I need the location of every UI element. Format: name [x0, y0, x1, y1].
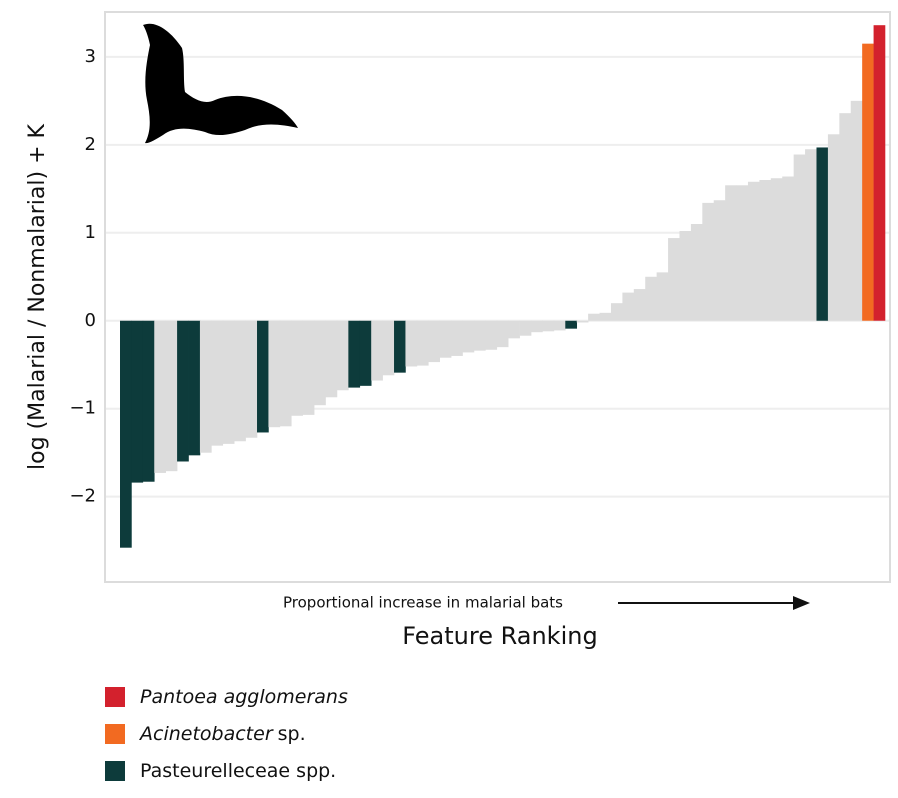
bar [668, 238, 680, 321]
annotation: Proportional increase in malarial bats [283, 594, 563, 612]
y-tick-label: 2 [85, 134, 96, 155]
page: log (Malarial / Nonmalarial) + K Feature… [0, 0, 898, 798]
bar [577, 321, 589, 323]
bar [748, 182, 760, 321]
bar [714, 200, 726, 321]
bar [816, 147, 828, 320]
bar [725, 185, 737, 320]
y-tick-label: 1 [85, 222, 96, 243]
y-tick-label: −2 [69, 486, 96, 507]
bar [154, 321, 166, 473]
bar [268, 321, 280, 427]
bar [405, 321, 417, 367]
bar [303, 321, 315, 415]
bar [257, 321, 269, 433]
bar [611, 303, 623, 321]
bar [645, 277, 657, 321]
bar [314, 321, 326, 405]
bar [120, 321, 132, 548]
bar [417, 321, 429, 366]
bar [565, 321, 577, 329]
bar [428, 321, 440, 362]
bar [280, 321, 292, 427]
legend-label-text: Pasteurelleceae spp. [140, 760, 336, 782]
bar [131, 321, 143, 483]
bar [394, 321, 406, 373]
legend-label: Pasteurelleceae spp. [140, 760, 336, 782]
bar [508, 321, 520, 339]
bar [657, 272, 669, 320]
bar [874, 25, 886, 321]
y-tick-label: 0 [85, 310, 96, 331]
x-axis-label: Feature Ranking [402, 622, 597, 650]
bar [383, 321, 395, 376]
bar [588, 314, 600, 321]
bar [326, 321, 338, 398]
bar [371, 321, 383, 381]
bar [794, 155, 806, 321]
bar [497, 321, 509, 347]
legend-label-text: sp. [278, 723, 306, 745]
bar [691, 224, 703, 321]
bar [166, 321, 178, 471]
bar [337, 321, 349, 390]
bar [211, 321, 223, 446]
bar [485, 321, 497, 350]
y-tick-label: −1 [69, 398, 96, 419]
bar [622, 293, 634, 321]
bar [177, 321, 189, 462]
bar [291, 321, 303, 416]
bar [737, 185, 749, 320]
legend-swatch [105, 687, 125, 707]
bar [679, 231, 691, 321]
bar [771, 178, 783, 321]
bar [702, 203, 714, 321]
bar [531, 321, 543, 332]
bar [759, 180, 771, 321]
bar [189, 321, 201, 456]
bar [463, 321, 475, 353]
bar [554, 321, 566, 331]
legend-swatch [105, 724, 125, 744]
bar [782, 176, 794, 320]
bar [828, 134, 840, 320]
bar [851, 101, 863, 321]
bar [200, 321, 212, 453]
bar [520, 321, 532, 336]
bar [143, 321, 155, 482]
bar [348, 321, 360, 388]
legend-label-italic: Pantoea agglomerans [140, 686, 348, 708]
bar [839, 113, 851, 321]
bar [862, 44, 874, 321]
bar [474, 321, 486, 351]
bar [360, 321, 372, 386]
y-tick-label: 3 [85, 46, 96, 67]
bar [634, 289, 646, 321]
legend-label: Pantoea agglomerans [140, 686, 348, 708]
bar [600, 313, 612, 321]
arrow-head [793, 596, 810, 610]
chart: log (Malarial / Nonmalarial) + K Feature… [0, 0, 898, 798]
legend-label-italic: Acinetobacter [138, 723, 274, 745]
bar [440, 321, 452, 358]
bar [223, 321, 235, 444]
bar [451, 321, 463, 356]
bar [234, 321, 246, 442]
y-axis-label: log (Malarial / Nonmalarial) + K [25, 123, 50, 469]
bar [246, 321, 258, 438]
bar [805, 149, 817, 321]
legend-swatch [105, 761, 125, 781]
bar [542, 321, 554, 332]
